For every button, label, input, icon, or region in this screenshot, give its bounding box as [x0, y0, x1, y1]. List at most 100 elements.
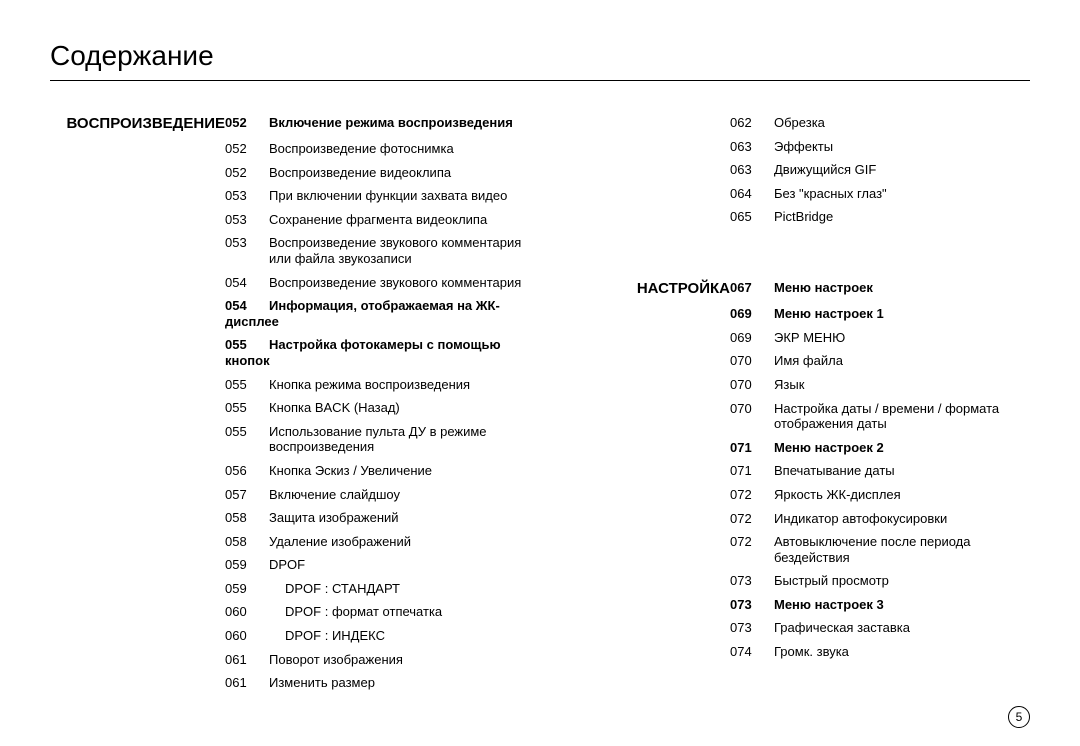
toc-row: 052Воспроизведение фотоснимка — [50, 137, 525, 161]
toc-column-right: 062Обрезка063Эффекты063Движущийся GIF064… — [555, 111, 1030, 695]
toc-section-head-empty — [50, 506, 225, 530]
toc-entry-number: 052 — [225, 161, 269, 185]
toc-entry-text: Кнопка режима воспроизведения — [269, 373, 525, 397]
toc-section-head-empty — [50, 624, 225, 648]
toc-entry-text: Громк. звука — [774, 640, 1030, 664]
toc-entry-text: Кнопка Эскиз / Увеличение — [269, 459, 525, 483]
toc-entry-span: 055Настройка фотокамеры с помощью кнопок — [225, 333, 525, 372]
toc-entry-number: 073 — [730, 569, 774, 593]
toc-row: 058Удаление изображений — [50, 530, 525, 554]
toc-section-head: НАСТРОЙКА — [555, 276, 730, 302]
toc-section-head-empty — [555, 349, 730, 373]
toc-columns: ВОСПРОИЗВЕДЕНИЕ052Включение режима воспр… — [50, 111, 1030, 695]
toc-entry-text: PictBridge — [774, 205, 1030, 229]
toc-entry-number: 055 — [225, 337, 269, 353]
toc-section-head-empty — [555, 397, 730, 436]
toc-entry-number: 071 — [730, 459, 774, 483]
toc-entry-text: Индикатор автофокусировки — [774, 507, 1030, 531]
page: Содержание ВОСПРОИЗВЕДЕНИЕ052Включение р… — [0, 0, 1080, 746]
toc-section-head-empty — [50, 459, 225, 483]
toc-row: 071Меню настроек 2 — [555, 436, 1030, 460]
toc-entry-text: Изменить размер — [269, 671, 525, 695]
toc-section-head-empty — [50, 184, 225, 208]
toc-row: 073Меню настроек 3 — [555, 593, 1030, 617]
toc-section-head-empty — [555, 593, 730, 617]
toc-row — [555, 253, 1030, 277]
toc-row: НАСТРОЙКА067Меню настроек — [555, 276, 1030, 302]
toc-entry-text: Меню настроек 2 — [774, 436, 1030, 460]
toc-entry-number: 060 — [225, 624, 269, 648]
toc-entry-text: Воспроизведение видеоклипа — [269, 161, 525, 185]
toc-row: 071Впечатывание даты — [555, 459, 1030, 483]
toc-row: 054Информация, отображаемая на ЖК-диспле… — [50, 294, 525, 333]
toc-entry-number: 073 — [730, 616, 774, 640]
toc-entry-number: 072 — [730, 507, 774, 531]
toc-row: 072Автовыключение после периода бездейст… — [555, 530, 1030, 569]
toc-row: 055Настройка фотокамеры с помощью кнопок — [50, 333, 525, 372]
toc-entry-span: 054Информация, отображаемая на ЖК-диспле… — [225, 294, 525, 333]
toc-entry-number: 058 — [225, 530, 269, 554]
toc-row: 058Защита изображений — [50, 506, 525, 530]
toc-row: 070Имя файла — [555, 349, 1030, 373]
toc-entry-text: Кнопка BACK (Назад) — [269, 396, 525, 420]
toc-entry-text: ЭКР МЕНЮ — [774, 326, 1030, 350]
page-number: 5 — [1008, 706, 1030, 728]
toc-entry-text: Включение слайдшоу — [269, 483, 525, 507]
toc-entry-number: 054 — [225, 298, 269, 314]
toc-section-head-empty — [555, 158, 730, 182]
toc-row: 053Сохранение фрагмента видеоклипа — [50, 208, 525, 232]
toc-entry-number: 072 — [730, 530, 774, 569]
toc-entry-text: Быстрый просмотр — [774, 569, 1030, 593]
toc-section-head-empty — [555, 459, 730, 483]
toc-entry-number: 053 — [225, 231, 269, 270]
toc-row: 063Эффекты — [555, 135, 1030, 159]
toc-entry-text: Настройка даты / времени / формата отобр… — [774, 397, 1030, 436]
toc-entry-number: 069 — [730, 302, 774, 326]
toc-row: 073Графическая заставка — [555, 616, 1030, 640]
toc-row: 059DPOF — [50, 553, 525, 577]
toc-entry-text: При включении функции захвата видео — [269, 184, 525, 208]
toc-entry-text: Использование пульта ДУ в режиме воспрои… — [269, 420, 525, 459]
toc-entry-text: Меню настроек — [774, 276, 1030, 302]
toc-entry-number: 053 — [225, 184, 269, 208]
toc-entry-number: 063 — [730, 135, 774, 159]
toc-row: 055Кнопка BACK (Назад) — [50, 396, 525, 420]
toc-entry-text: Защита изображений — [269, 506, 525, 530]
toc-entry-number: 062 — [730, 111, 774, 135]
toc-section-head-empty — [50, 231, 225, 270]
toc-section-head-empty — [50, 373, 225, 397]
toc-row: 074Громк. звука — [555, 640, 1030, 664]
toc-row: 065PictBridge — [555, 205, 1030, 229]
toc-row: 057Включение слайдшоу — [50, 483, 525, 507]
toc-table-left: ВОСПРОИЗВЕДЕНИЕ052Включение режима воспр… — [50, 111, 525, 695]
toc-entry-text: Графическая заставка — [774, 616, 1030, 640]
toc-entry-text: DPOF : СТАНДАРТ — [269, 577, 525, 601]
toc-entry-number: 061 — [225, 671, 269, 695]
page-title: Содержание — [50, 40, 1030, 81]
toc-section-head-empty — [50, 271, 225, 295]
toc-section-head-empty — [50, 648, 225, 672]
toc-section-head-empty — [555, 373, 730, 397]
toc-section-head-empty — [50, 671, 225, 695]
toc-section-head-empty — [555, 302, 730, 326]
toc-section-head-empty — [555, 640, 730, 664]
toc-row: 053При включении функции захвата видео — [50, 184, 525, 208]
toc-entry-text: Включение режима воспроизведения — [269, 111, 525, 137]
toc-entry-number: 070 — [730, 397, 774, 436]
toc-section-head-empty — [555, 111, 730, 135]
toc-entry-text: Эффекты — [774, 135, 1030, 159]
toc-row: 055Использование пульта ДУ в режиме восп… — [50, 420, 525, 459]
toc-row: 072Индикатор автофокусировки — [555, 507, 1030, 531]
toc-entry-text: DPOF : формат отпечатка — [269, 600, 525, 624]
toc-entry-number: 070 — [730, 349, 774, 373]
toc-entry-text: Движущийся GIF — [774, 158, 1030, 182]
toc-entry-text: Обрезка — [774, 111, 1030, 135]
toc-section-head-empty — [555, 569, 730, 593]
toc-entry-number: 055 — [225, 396, 269, 420]
toc-table-right: 062Обрезка063Эффекты063Движущийся GIF064… — [555, 111, 1030, 664]
toc-entry-text: Язык — [774, 373, 1030, 397]
toc-section-head-empty — [555, 507, 730, 531]
toc-row: 070Настройка даты / времени / формата от… — [555, 397, 1030, 436]
toc-section-head-empty — [50, 530, 225, 554]
toc-row — [555, 229, 1030, 253]
